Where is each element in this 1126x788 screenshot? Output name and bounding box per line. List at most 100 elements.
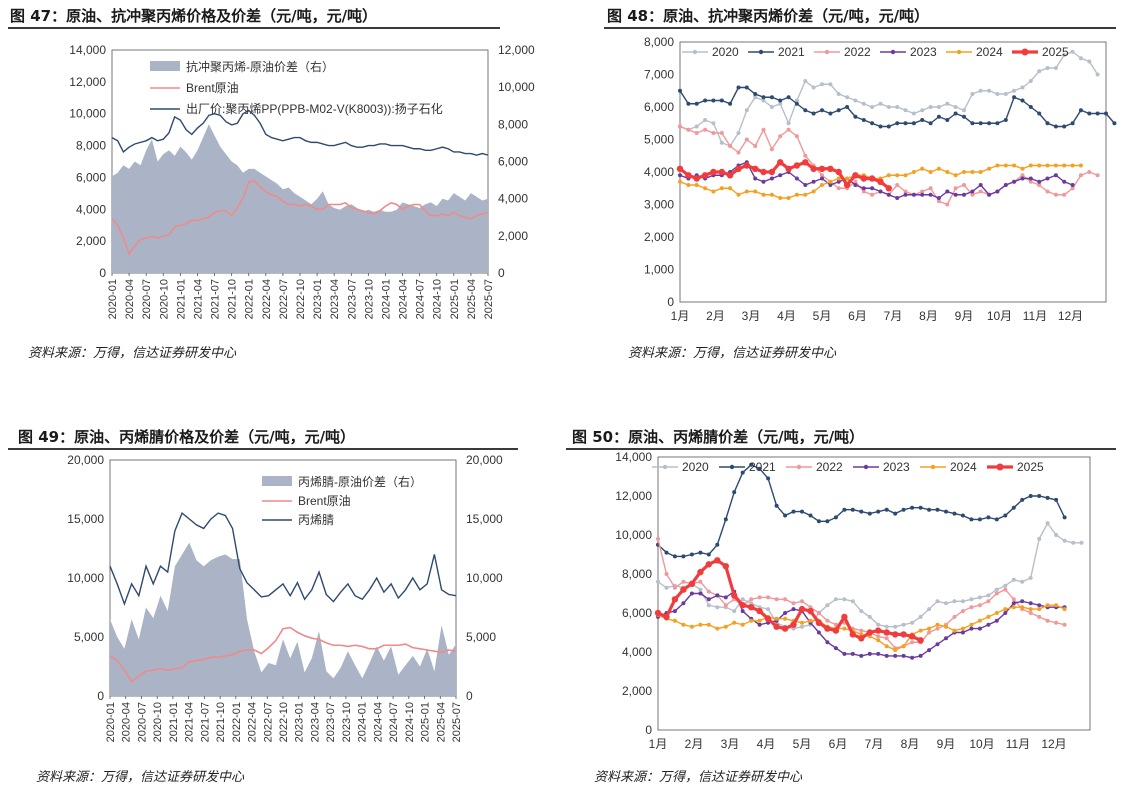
series-2020-point [918, 614, 923, 619]
series-2022-point [1095, 173, 1100, 178]
series-2021-point [749, 462, 754, 467]
series-2020-point [694, 124, 699, 129]
series-2021-point [861, 118, 866, 122]
series-2023-point [1012, 179, 1017, 184]
x-axis-tick-label: 2020-04 [121, 702, 133, 742]
left-axis-tick-label: 0 [97, 689, 104, 703]
series-2022-point [820, 173, 824, 178]
y-axis-tick-label: 0 [667, 295, 674, 309]
series-2021-point [952, 511, 957, 516]
series-2024-point [920, 166, 925, 171]
x-axis-month-label: 2月 [706, 309, 725, 323]
series-2020-point [845, 95, 850, 100]
series-2024-point [1062, 163, 1067, 168]
series-2025-point [710, 168, 717, 176]
series-2024-point [1062, 607, 1067, 612]
series-2023-point [828, 183, 833, 187]
series-2020-point [1070, 49, 1075, 54]
y-axis-tick-label: 10,000 [615, 528, 652, 542]
series-2025-point [777, 159, 784, 166]
y-axis-tick-label: 6,000 [644, 100, 674, 114]
series-2021-point [678, 88, 682, 93]
series-2020-point [867, 614, 872, 619]
series-2022-point [672, 585, 677, 590]
right-axis-tick-label: 0 [498, 266, 505, 280]
series-2022-point [978, 189, 983, 194]
series-2023-point [689, 591, 694, 596]
series-2022-point [1062, 622, 1067, 627]
series-2023-point [876, 651, 881, 656]
series-2020-point [1095, 72, 1100, 77]
series-2025-point [875, 627, 882, 634]
series-2022-point [728, 144, 733, 148]
x-axis-tick-label: 2023-07 [325, 702, 337, 742]
series-2022-point [678, 124, 682, 129]
series-2025-point [860, 175, 867, 182]
series-2022-point [803, 153, 808, 158]
series-2022-point [794, 134, 799, 139]
series-2025-point [676, 165, 684, 172]
x-axis-tick-label: 2025-04 [466, 279, 478, 319]
series-2022-point [749, 597, 754, 602]
series-2020-point [850, 599, 855, 604]
series-2022-point [761, 127, 766, 132]
series-2021-point [994, 517, 999, 522]
series-2020-point [1078, 56, 1083, 61]
left-axis-tick-label: 8,000 [76, 139, 106, 153]
legend-label-2024: 2024 [950, 460, 977, 474]
series-2023-point [953, 192, 958, 197]
series-2024-point [1045, 603, 1050, 608]
series-2023-point [944, 636, 948, 641]
series-2020-point [811, 85, 816, 90]
series-2024-point [1045, 163, 1050, 168]
series-2023-point [918, 653, 923, 658]
series-2025-point [824, 625, 831, 632]
series-2024-point [995, 163, 1000, 168]
legend-label-2025: 2025 [1017, 460, 1044, 474]
series-2020-point [744, 108, 749, 113]
series-2024-point [886, 173, 891, 178]
series-2023-point [969, 626, 974, 631]
y-axis-tick-label: 2,000 [644, 230, 674, 244]
series-2025-point [802, 159, 809, 166]
left-axis-tick-label: 14,000 [69, 43, 106, 57]
x-axis-month-label: 6月 [829, 737, 848, 751]
series-2025-point [815, 619, 823, 626]
series-2023-point [987, 192, 992, 197]
series-2024-point [736, 192, 741, 197]
product-price-line [111, 109, 489, 156]
series-2022-point [769, 147, 774, 152]
series-2020-point [910, 620, 915, 625]
series-2020-point [1054, 533, 1059, 537]
series-2020-point [1087, 59, 1092, 64]
series-2020-point [836, 92, 841, 96]
y-axis-tick-label: 8,000 [622, 567, 652, 581]
series-2021-point [1028, 494, 1033, 498]
series-2023-point [927, 648, 932, 653]
series-2020-point [1071, 540, 1076, 545]
series-2021-point [1053, 124, 1058, 129]
brent-crude-line [109, 626, 457, 684]
series-2020-point [886, 105, 891, 109]
x-axis-month-label: 9月 [955, 309, 974, 323]
series-2022-point [744, 137, 749, 142]
series-2023-point [884, 653, 889, 658]
series-2021-point [995, 121, 1000, 126]
series-2020-point [1045, 521, 1050, 526]
series-2024-point [711, 189, 716, 194]
series-2023-point [1003, 183, 1008, 187]
y-axis-tick-label: 4,000 [644, 165, 674, 179]
legend-label-2025: 2025 [1042, 45, 1069, 59]
series-2022-point [833, 622, 838, 627]
series-2025-point [798, 605, 806, 613]
legend-swatch-spread [150, 61, 180, 71]
series-2021-point [1104, 111, 1108, 116]
series-2020-point [842, 597, 847, 602]
series-2025-point [810, 165, 817, 172]
series-2023-point [1011, 601, 1016, 606]
x-axis-tick-label: 2024-10 [432, 279, 444, 319]
left-axis-tick-label: 2,000 [76, 234, 106, 248]
series-2024-point [987, 166, 992, 171]
series-2021-point [791, 509, 796, 514]
series-2024-point [1078, 163, 1083, 168]
